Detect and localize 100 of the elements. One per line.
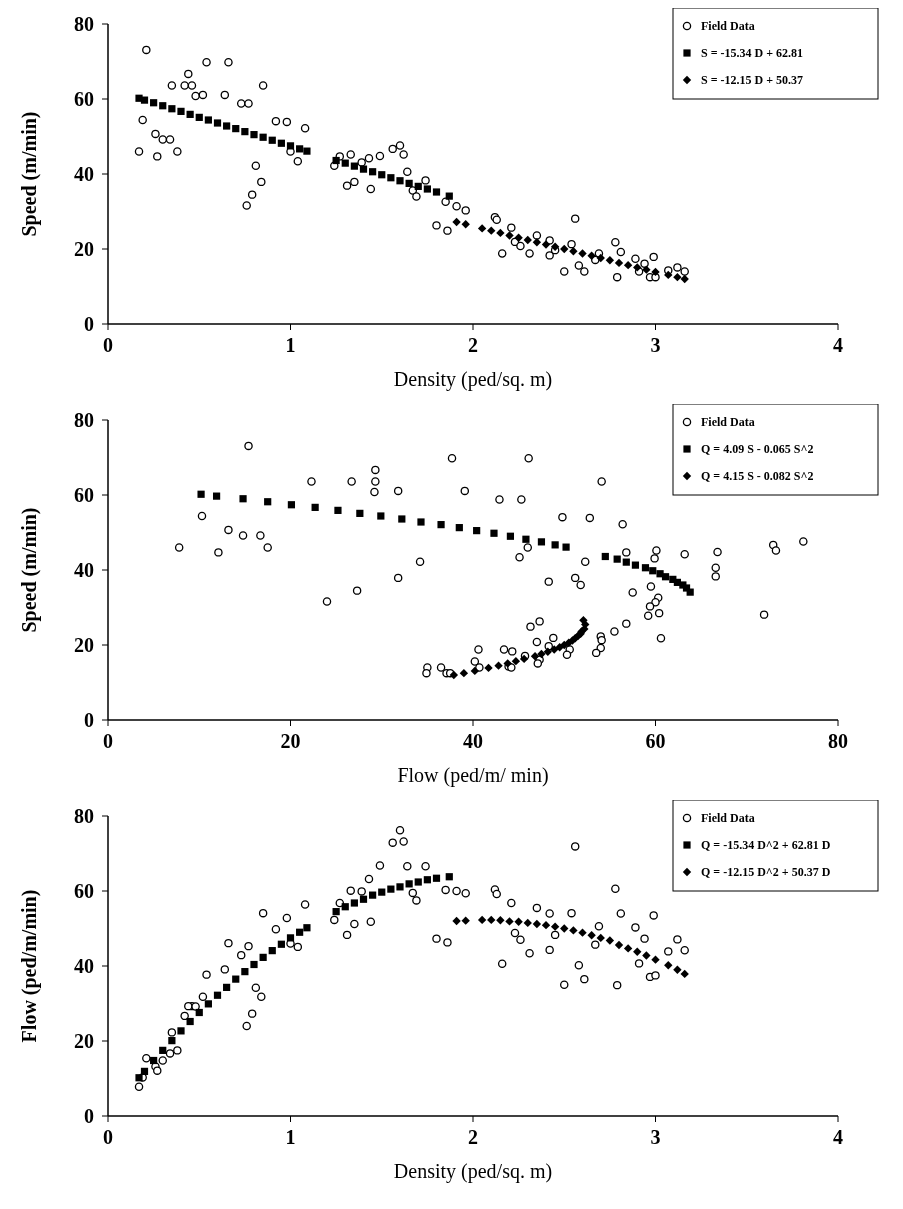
point xyxy=(587,251,596,260)
point xyxy=(496,228,505,238)
point xyxy=(369,168,377,176)
point xyxy=(523,235,532,245)
point xyxy=(232,125,240,133)
point xyxy=(177,107,185,115)
legend-label: Q = -12.15 D^2 + 50.37 D xyxy=(701,865,831,879)
point xyxy=(159,102,167,110)
point xyxy=(239,495,247,503)
x-tick-label: 1 xyxy=(285,1126,296,1148)
point xyxy=(461,220,470,229)
point xyxy=(661,573,670,581)
y-tick-label: 40 xyxy=(74,559,94,581)
point xyxy=(487,226,496,235)
legend-label: S = -15.34 D + 62.81 xyxy=(701,46,804,60)
point xyxy=(459,668,469,678)
y-tick-label: 0 xyxy=(84,1105,94,1127)
point xyxy=(449,670,459,680)
y-tick-label: 40 xyxy=(74,163,94,185)
x-axis-title: Flow (ped/m/ min) xyxy=(397,764,549,787)
point xyxy=(223,983,231,991)
point xyxy=(496,916,505,925)
x-tick-label: 2 xyxy=(468,1126,478,1148)
point xyxy=(250,131,258,139)
point xyxy=(605,936,615,945)
point xyxy=(477,224,487,233)
point xyxy=(569,926,578,935)
x-axis-title: Density (ped/sq. m) xyxy=(393,368,553,391)
point xyxy=(560,924,569,933)
point xyxy=(532,238,542,247)
x-tick-label: 3 xyxy=(650,1126,661,1148)
point xyxy=(195,113,203,121)
point xyxy=(334,506,342,514)
y-axis-title: Speed (m/min) xyxy=(18,111,41,237)
point xyxy=(623,260,633,270)
point xyxy=(414,182,422,190)
point xyxy=(477,915,487,925)
point xyxy=(341,903,349,911)
point xyxy=(452,217,461,227)
point xyxy=(432,874,441,882)
point xyxy=(168,1037,176,1045)
point xyxy=(350,899,358,907)
point xyxy=(268,136,276,144)
point xyxy=(522,535,530,543)
point xyxy=(505,917,514,926)
x-tick-label: 80 xyxy=(828,730,848,752)
point xyxy=(177,1027,185,1035)
point xyxy=(195,1008,203,1017)
point xyxy=(633,947,642,956)
point xyxy=(523,918,532,928)
point xyxy=(633,263,642,272)
point xyxy=(296,145,304,153)
point xyxy=(642,951,651,960)
point xyxy=(651,267,660,277)
y-tick-label: 60 xyxy=(74,880,94,902)
point xyxy=(437,521,445,529)
point xyxy=(613,555,621,563)
point xyxy=(649,567,657,575)
y-tick-label: 80 xyxy=(74,409,94,431)
point xyxy=(514,233,523,242)
point xyxy=(541,920,551,930)
point xyxy=(378,888,386,896)
y-axis-title: Speed (m/min) xyxy=(18,507,41,633)
x-tick-label: 2 xyxy=(468,334,478,356)
point xyxy=(150,99,158,107)
point xyxy=(596,253,605,263)
point xyxy=(264,498,272,506)
point xyxy=(461,916,470,925)
x-axis-title: Density (ped/sq. m) xyxy=(393,1160,553,1183)
x-tick-label: 1 xyxy=(285,334,296,356)
legend-label: Field Data xyxy=(701,19,755,33)
point xyxy=(398,515,406,523)
point xyxy=(445,192,453,200)
point xyxy=(140,96,149,104)
point xyxy=(550,645,559,654)
point xyxy=(664,270,673,280)
legend-label: Field Data xyxy=(701,811,755,825)
point xyxy=(405,880,413,888)
point xyxy=(562,543,570,551)
x-tick-label: 0 xyxy=(103,730,113,752)
point xyxy=(378,171,386,179)
point xyxy=(159,1046,167,1054)
point xyxy=(277,139,285,147)
point xyxy=(680,274,689,284)
point xyxy=(414,878,422,886)
point xyxy=(614,940,624,950)
point xyxy=(277,940,285,948)
point xyxy=(135,1074,143,1082)
point xyxy=(537,538,546,546)
point xyxy=(432,188,441,196)
point xyxy=(387,174,395,182)
point xyxy=(505,231,514,240)
point xyxy=(511,656,521,666)
y-tick-label: 60 xyxy=(74,484,94,506)
point xyxy=(622,558,630,566)
x-tick-label: 4 xyxy=(833,1126,843,1148)
point xyxy=(197,490,205,498)
y-tick-label: 0 xyxy=(84,709,94,731)
x-tick-label: 0 xyxy=(103,334,113,356)
point xyxy=(332,156,340,165)
